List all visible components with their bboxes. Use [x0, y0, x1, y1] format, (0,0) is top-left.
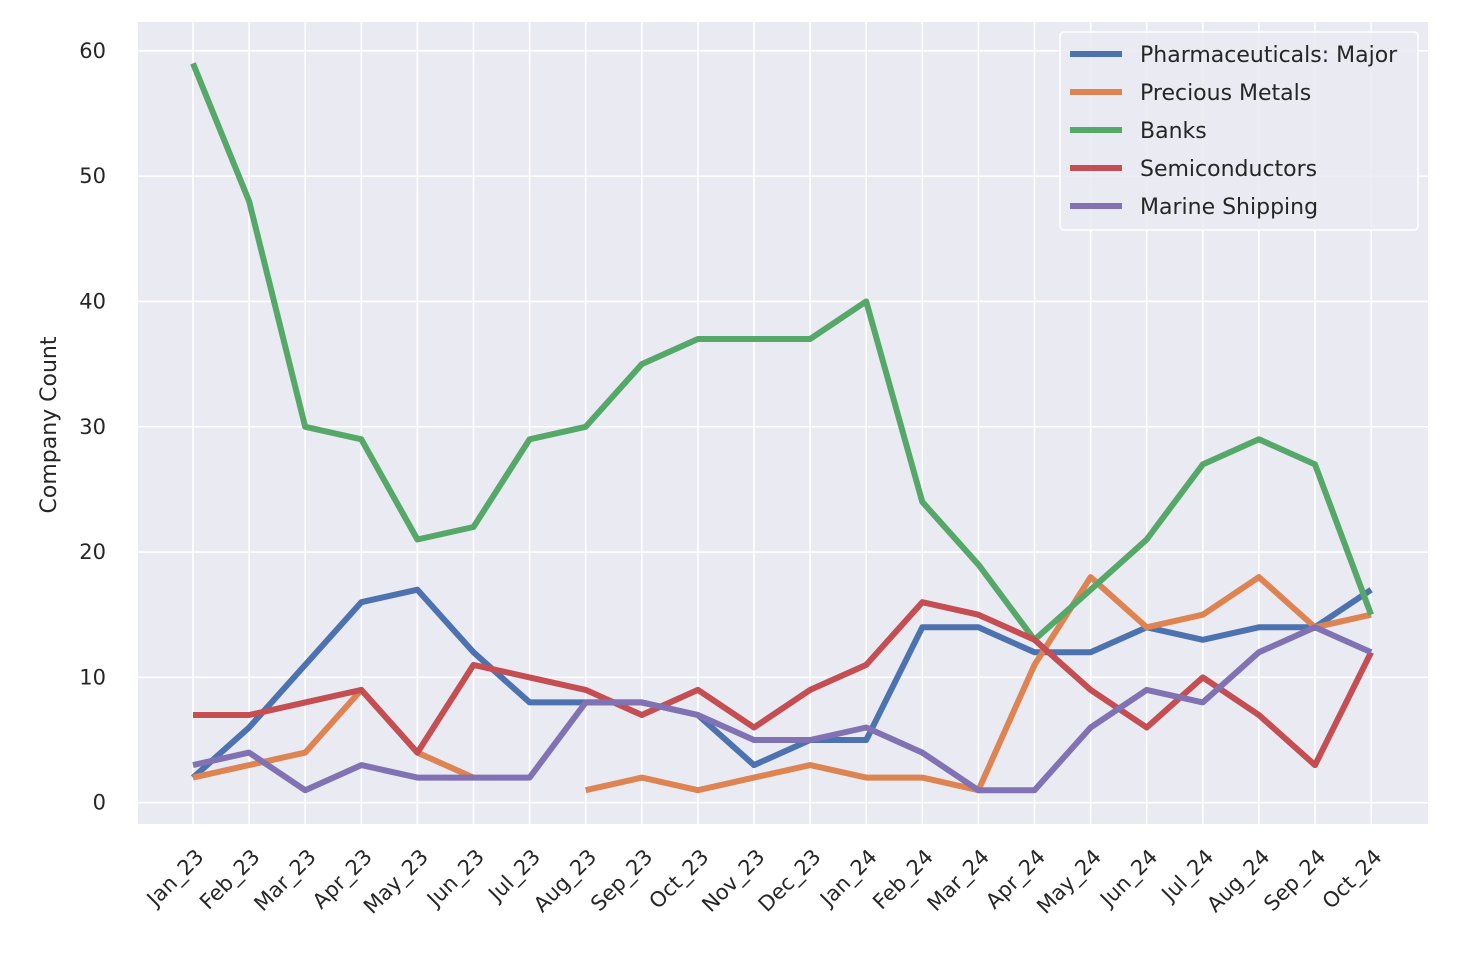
- legend-box: [1059, 31, 1419, 231]
- legend-label: Semiconductors: [1140, 157, 1317, 182]
- legend-label: Banks: [1140, 119, 1207, 144]
- y-tick-label: 0: [93, 791, 106, 815]
- y-tick-labels: 0 10 20 30 40 50 60: [79, 39, 106, 815]
- series-line: [190, 62, 1374, 643]
- series-line: [192, 624, 1373, 794]
- series-line: [191, 586, 1373, 780]
- y-tick-label: 30: [79, 415, 106, 439]
- grid-lines: [138, 22, 1428, 824]
- legend-label: Marine Shipping: [1140, 195, 1318, 220]
- legend: Pharmaceuticals: Major Precious Metals Ban…: [1059, 31, 1419, 231]
- x-tick-label: Sep_23: [586, 845, 658, 917]
- x-tick-label: Oct_24: [1318, 845, 1388, 915]
- x-tick-labels: Jan_23Feb_23Mar_23Apr_23May_23Jun_23Jul_…: [141, 845, 1387, 920]
- x-tick-label: Dec_23: [754, 845, 827, 918]
- y-tick-label: 50: [79, 164, 106, 188]
- series-line: [193, 599, 1374, 769]
- x-tick-label: Jan_24: [814, 845, 882, 913]
- y-tick-label: 10: [79, 665, 106, 689]
- y-axis-label: Company Count: [37, 336, 62, 513]
- x-tick-label: Mar_24: [923, 845, 995, 917]
- x-tick-label: Jan_23: [141, 845, 209, 913]
- x-tick-label: Jun_24: [1094, 845, 1163, 914]
- y-tick-label: 40: [79, 289, 106, 313]
- x-tick-label: Aug_23: [529, 845, 602, 918]
- x-tick-label: Mar_23: [249, 845, 321, 917]
- x-tick-label: Sep_24: [1259, 845, 1331, 917]
- y-tick-label: 60: [79, 39, 106, 63]
- x-tick-label: Aug_24: [1202, 845, 1275, 918]
- y-tick-label: 20: [79, 540, 106, 564]
- series-lines: [190, 62, 1374, 794]
- legend-label: Pharmaceuticals: Major: [1140, 43, 1398, 68]
- legend-label: Precious Metals: [1140, 81, 1311, 106]
- x-tick-label: Jun_23: [421, 845, 490, 914]
